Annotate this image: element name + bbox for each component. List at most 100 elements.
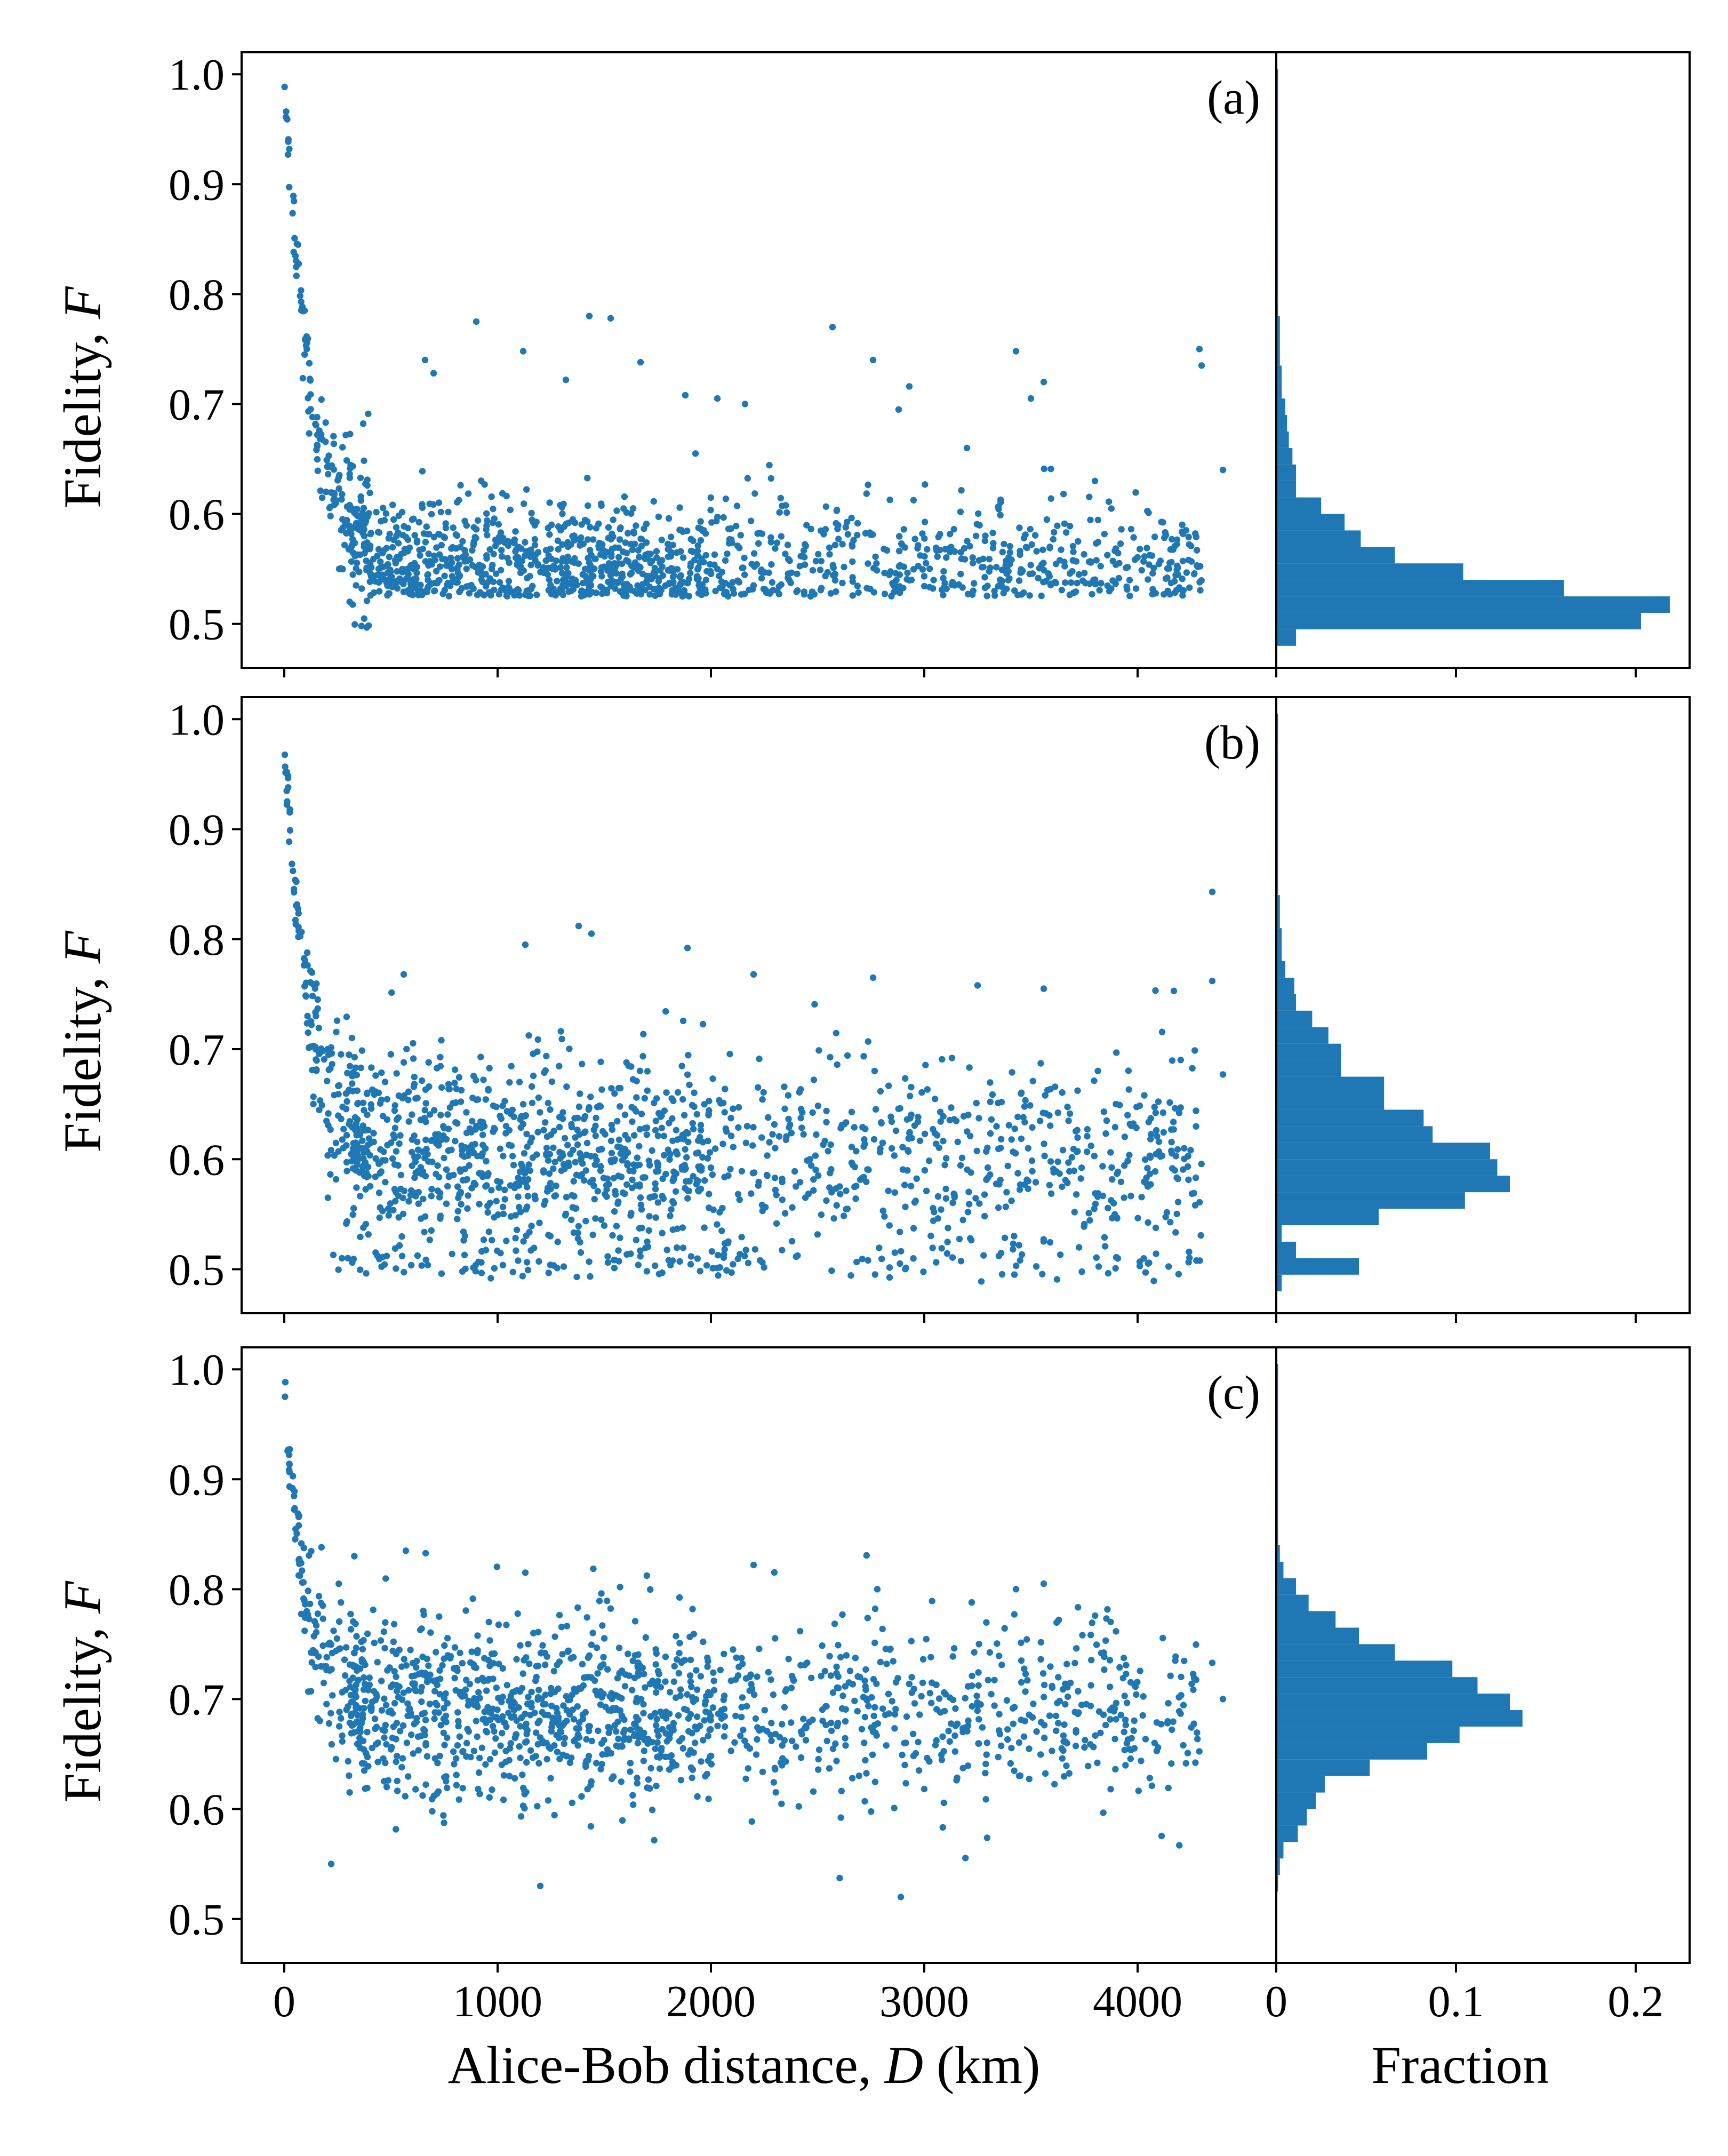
scatter-point bbox=[519, 1670, 526, 1677]
scatter-point bbox=[709, 1075, 716, 1082]
scatter-point bbox=[697, 1127, 705, 1134]
scatter-point bbox=[995, 1727, 1003, 1734]
scatter-point bbox=[913, 1175, 920, 1182]
scatter-point bbox=[651, 1836, 658, 1844]
scatter-point bbox=[506, 1079, 513, 1086]
scatter-point bbox=[926, 1690, 934, 1697]
scatter-point bbox=[771, 1121, 778, 1128]
scatter-point bbox=[1062, 1700, 1069, 1708]
scatter-point bbox=[443, 1166, 450, 1173]
scatter-point bbox=[711, 551, 718, 558]
scatter-point bbox=[874, 1586, 881, 1593]
scatter-point bbox=[849, 541, 855, 548]
scatter-point bbox=[1219, 1071, 1227, 1078]
scatter-point bbox=[701, 1101, 708, 1108]
scatter-point bbox=[571, 555, 578, 562]
scatter-point bbox=[939, 1824, 946, 1831]
scatter-point bbox=[489, 1786, 495, 1793]
scatter-point bbox=[1059, 1755, 1066, 1762]
scatter-point bbox=[437, 1189, 444, 1196]
scatter-point bbox=[1025, 1145, 1032, 1152]
scatter-point bbox=[881, 590, 889, 597]
scatter-point bbox=[641, 525, 647, 532]
scatter-point bbox=[1185, 1259, 1192, 1266]
scatter-point bbox=[946, 1738, 954, 1745]
scatter-point bbox=[545, 1099, 551, 1107]
scatter-point bbox=[305, 1688, 312, 1695]
scatter-point bbox=[359, 1163, 366, 1170]
scatter-point bbox=[737, 532, 745, 539]
scatter-point bbox=[373, 1740, 380, 1748]
scatter-point bbox=[501, 1186, 508, 1193]
scatter-point bbox=[423, 531, 430, 538]
scatter-point bbox=[665, 515, 673, 522]
scatter-point bbox=[351, 1053, 358, 1061]
scatter-point bbox=[1126, 1152, 1133, 1159]
histogram-bar bbox=[1276, 1578, 1297, 1595]
scatter-point bbox=[540, 1167, 547, 1174]
scatter-point bbox=[745, 1765, 752, 1772]
scatter-point bbox=[885, 1082, 892, 1089]
scatter-point bbox=[1130, 1727, 1137, 1734]
scatter-point bbox=[801, 1724, 809, 1732]
scatter-point bbox=[609, 1232, 616, 1239]
scatter-point bbox=[451, 1644, 459, 1651]
scatter-point bbox=[1058, 1745, 1065, 1752]
scatter-point bbox=[785, 1092, 792, 1099]
scatter-point bbox=[361, 532, 368, 540]
scatter-point bbox=[499, 1203, 507, 1210]
y-tick-label: 0.5 bbox=[169, 1895, 225, 1945]
scatter-point bbox=[421, 1228, 428, 1235]
scatter-point bbox=[782, 550, 789, 557]
scatter-point bbox=[927, 1654, 934, 1660]
scatter-point bbox=[584, 536, 591, 543]
scatter-point bbox=[995, 582, 1002, 590]
scatter-point bbox=[558, 558, 565, 565]
scatter-point bbox=[520, 1238, 527, 1245]
scatter-point bbox=[642, 1174, 649, 1181]
scatter-point bbox=[826, 551, 833, 558]
scatter-point bbox=[686, 1081, 693, 1089]
scatter-point bbox=[655, 513, 662, 521]
scatter-point bbox=[741, 571, 748, 578]
scatter-point bbox=[679, 554, 687, 561]
scatter-point bbox=[1112, 1766, 1119, 1773]
scatter-point bbox=[342, 1644, 350, 1651]
scatter-point bbox=[1143, 545, 1150, 552]
scatter-point bbox=[368, 1704, 375, 1711]
scatter-point bbox=[482, 1096, 489, 1103]
scatter-point bbox=[410, 1040, 417, 1047]
scatter-point bbox=[494, 1178, 501, 1185]
scatter-point bbox=[1064, 1104, 1071, 1111]
scatter-point bbox=[1071, 1209, 1078, 1216]
scatter-point bbox=[1100, 1809, 1107, 1816]
scatter-point bbox=[1180, 1702, 1187, 1708]
scatter-point bbox=[525, 1032, 532, 1039]
scatter-point bbox=[330, 433, 337, 440]
scatter-point bbox=[574, 1742, 581, 1749]
scatter-point bbox=[686, 1633, 693, 1640]
scatter-point bbox=[344, 1069, 351, 1077]
scatter-point bbox=[527, 562, 534, 569]
scatter-point bbox=[1081, 551, 1087, 558]
scatter-point bbox=[861, 1739, 868, 1746]
scatter-point bbox=[738, 1168, 746, 1175]
scatter-point bbox=[581, 516, 589, 524]
scatter-point bbox=[1059, 1183, 1066, 1191]
scatter-point bbox=[714, 565, 721, 573]
scatter-point bbox=[405, 1773, 412, 1780]
scatter-point bbox=[896, 1228, 903, 1235]
scatter-point bbox=[891, 1725, 898, 1732]
scatter-point bbox=[1051, 1780, 1058, 1788]
scatter-point bbox=[957, 1258, 965, 1265]
scatter-point bbox=[597, 1766, 604, 1772]
scatter-point bbox=[1196, 346, 1203, 353]
scatter-point bbox=[1085, 1210, 1092, 1217]
scatter-point bbox=[697, 1267, 703, 1275]
scatter-point bbox=[1062, 1680, 1069, 1687]
scatter-point bbox=[762, 1204, 769, 1211]
scatter-point bbox=[615, 554, 622, 561]
scatter-point bbox=[433, 1790, 441, 1798]
scatter-point bbox=[1003, 1188, 1010, 1196]
scatter-point bbox=[629, 1792, 636, 1799]
